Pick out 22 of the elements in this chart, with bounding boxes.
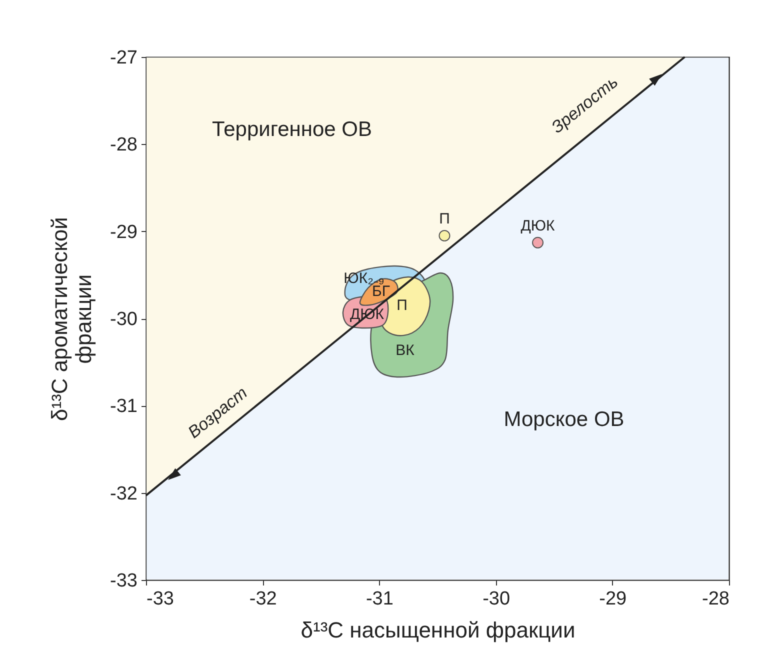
- y-tick-label: -29: [110, 222, 138, 243]
- y-tick-label: -30: [110, 309, 138, 330]
- y-tick-label: -31: [110, 396, 138, 418]
- y-tick-label: -33: [110, 570, 138, 592]
- annotation: Терригенное ОВ: [212, 118, 372, 141]
- y-tick-label: -32: [110, 483, 138, 504]
- series-label: ДЮК: [520, 218, 556, 235]
- x-tick-label: -31: [366, 588, 394, 610]
- x-tick-label: -29: [599, 588, 627, 610]
- annotation: Морское ОВ: [504, 408, 624, 431]
- series-label: П: [439, 210, 450, 228]
- y-axis-title: δ¹³C ароматической фракции: [47, 217, 96, 421]
- y-tick-label: -28: [110, 134, 138, 156]
- x-axis-title: δ¹³C насыщенной фракции: [300, 618, 576, 642]
- y-tick-label: -27: [110, 48, 138, 68]
- annotation: ВК: [396, 342, 415, 359]
- x-tick-label: -33: [146, 588, 174, 610]
- annotation: П: [396, 297, 408, 314]
- annotation: БГ: [372, 283, 390, 300]
- x-tick-label: -32: [249, 588, 277, 610]
- x-tick-label: -28: [702, 588, 730, 610]
- x-tick-label: -30: [482, 588, 510, 610]
